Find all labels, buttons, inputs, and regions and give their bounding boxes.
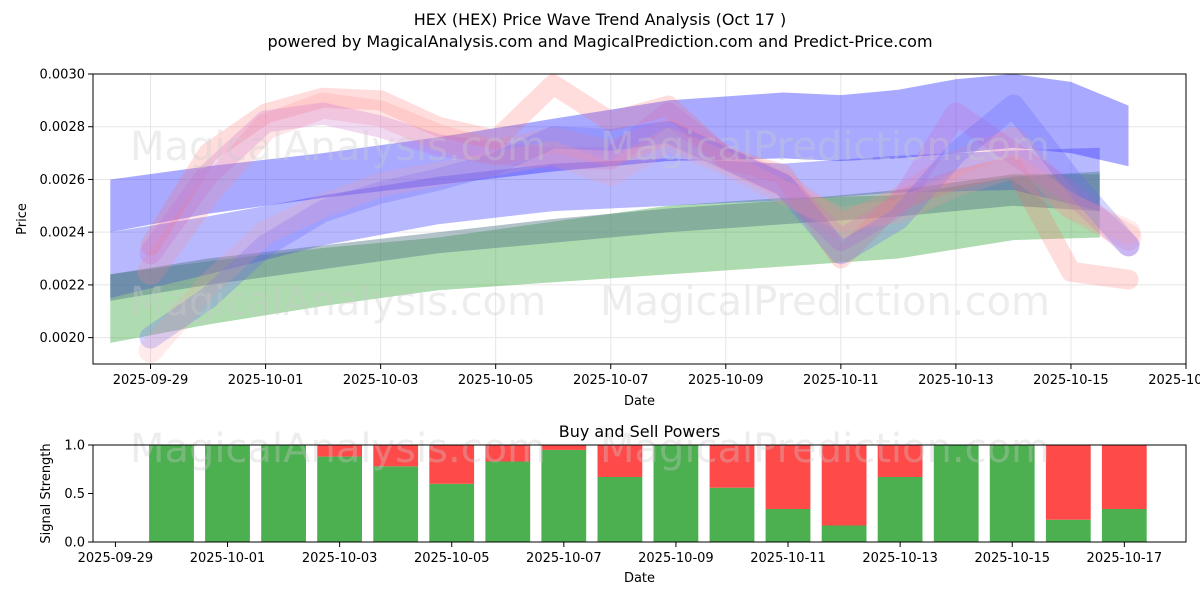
buy-bar xyxy=(261,445,306,542)
x-tick-label: 2025-10-01 xyxy=(228,373,304,388)
buy-bar xyxy=(149,445,194,542)
watermark-text: MagicalPrediction.com xyxy=(600,426,1050,472)
x-tick-label: 2025-10-11 xyxy=(750,551,826,566)
sell-bar xyxy=(373,445,419,467)
x-tick-label: 2025-10-15 xyxy=(974,551,1050,566)
x-tick-label: 2025-10-09 xyxy=(688,373,764,388)
chart-title: HEX (HEX) Price Wave Trend Analysis (Oct… xyxy=(413,10,787,29)
chart-subtitle: powered by MagicalAnalysis.com and Magic… xyxy=(267,32,933,51)
wave-2 xyxy=(139,102,1140,265)
price-axes: 2025-09-29 2025-10-01 2025-10-03 2025-10-05… xyxy=(15,68,1200,410)
band-1 xyxy=(110,74,1129,233)
sell-bar xyxy=(821,445,867,526)
watermark-text: MagicalPrediction.com xyxy=(600,279,1050,325)
sell-bar xyxy=(429,445,475,484)
band-2 xyxy=(110,147,1100,299)
sell-bar xyxy=(541,445,587,450)
watermark-text: MagicalAnalysis.com xyxy=(130,426,546,472)
watermark-group-bottom: MagicalAnalysis.com MagicalPrediction.com xyxy=(130,426,1050,472)
sell-bar xyxy=(597,445,643,477)
watermark-text: MagicalAnalysis.com xyxy=(130,124,546,170)
y-tick-label: 0.0030 xyxy=(40,68,86,83)
buy-bar xyxy=(373,466,419,542)
band-0 xyxy=(110,171,1100,343)
x-tick-label: 2025-10-17 xyxy=(1148,373,1200,388)
sell-bar xyxy=(485,445,531,462)
sell-bar xyxy=(1045,445,1091,520)
x-tick-label: 2025-10-05 xyxy=(414,551,490,566)
buy-bar xyxy=(1101,509,1147,542)
y-axis-label: Signal Strength xyxy=(39,443,54,543)
watermark-group-top: MagicalAnalysis.com MagicalPrediction.com… xyxy=(130,124,1050,325)
buy-bar xyxy=(1045,519,1091,542)
buy-bar xyxy=(989,445,1035,542)
y-tick-label: 0.0 xyxy=(64,536,85,551)
buy-bar xyxy=(877,477,923,542)
x-tick-label: 2025-09-29 xyxy=(78,551,154,566)
buy-bar xyxy=(821,525,867,542)
band-3 xyxy=(110,174,1100,301)
buy-bar xyxy=(653,445,699,542)
watermark-text: MagicalAnalysis.com xyxy=(130,279,546,325)
y-tick-label: 1.0 xyxy=(64,439,85,454)
buy-bar xyxy=(933,445,979,542)
y-tick-label: 0.0028 xyxy=(40,120,86,135)
y-axis-label: Price xyxy=(15,203,30,235)
sell-bar xyxy=(709,445,755,488)
price-plot-area xyxy=(110,74,1142,363)
buy-bar xyxy=(709,487,755,542)
y-tick-label: 0.0020 xyxy=(40,331,86,346)
x-tick-label: 2025-10-01 xyxy=(190,551,266,566)
buy-bar xyxy=(317,456,362,542)
signal-plot-area xyxy=(149,445,1147,542)
wave-3 xyxy=(139,94,1140,349)
sell-bar xyxy=(1101,445,1147,509)
y-tick-label: 0.0026 xyxy=(40,173,86,188)
y-tick-label: 0.0022 xyxy=(40,278,86,293)
price-axes-frame xyxy=(92,73,1187,365)
x-tick-label: 2025-10-09 xyxy=(638,551,714,566)
x-tick-label: 2025-10-07 xyxy=(573,373,649,388)
buy-bar xyxy=(541,449,587,542)
x-tick-label: 2025-10-07 xyxy=(526,551,602,566)
x-tick-label: 2025-10-05 xyxy=(458,373,534,388)
x-tick-label: 2025-09-29 xyxy=(113,373,189,388)
x-axis-label: Date xyxy=(624,571,655,586)
buy-bar xyxy=(429,483,475,542)
wave-4 xyxy=(138,127,1141,363)
buy-bar xyxy=(765,509,811,542)
sell-bar xyxy=(317,445,362,457)
wave-1 xyxy=(137,92,1142,285)
x-tick-label: 2025-10-15 xyxy=(1033,373,1109,388)
buy-bar xyxy=(597,477,643,542)
x-tick-label: 2025-10-17 xyxy=(1087,551,1163,566)
sell-bar xyxy=(765,445,811,509)
x-axis-label: Date xyxy=(624,394,655,409)
buy-bar xyxy=(485,461,531,542)
y-tick-label: 0.0024 xyxy=(40,226,86,241)
x-tick-label: 2025-10-13 xyxy=(918,373,994,388)
watermark-text: MagicalPrediction.com xyxy=(600,124,1050,170)
buy-bar xyxy=(205,445,250,542)
signal-chart-title: Buy and Sell Powers xyxy=(559,422,721,441)
wave-0 xyxy=(140,74,1139,290)
y-tick-label: 0.5 xyxy=(64,487,85,502)
x-tick-label: 2025-10-13 xyxy=(862,551,938,566)
x-tick-label: 2025-10-03 xyxy=(302,551,378,566)
signal-axes: 2025-09-29 2025-10-01 2025-10-03 2025-10-05… xyxy=(39,422,1162,586)
x-tick-label: 2025-10-03 xyxy=(343,373,419,388)
x-tick-label: 2025-10-11 xyxy=(803,373,879,388)
sell-bar xyxy=(877,445,923,477)
